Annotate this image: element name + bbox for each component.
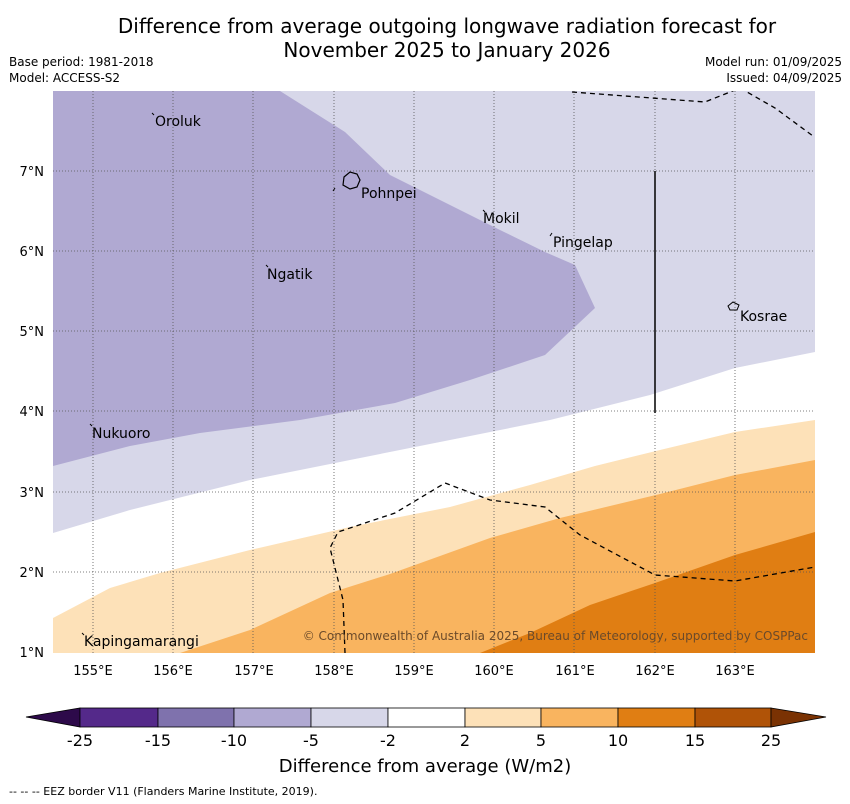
lon-tick: 158°E	[314, 664, 354, 679]
colorbar-label: 25	[761, 731, 781, 750]
lon-tick: 160°E	[474, 664, 514, 679]
lat-tick: 5°N	[20, 325, 45, 340]
eez-footnote: -- -- -- EEZ border V11 (Flanders Marine…	[9, 785, 318, 798]
colorbar-label: -5	[303, 731, 319, 750]
lon-tick: 157°E	[234, 664, 274, 679]
colorbar-swatch	[387, 707, 466, 728]
colorbar-extend-high	[770, 707, 827, 728]
place-kosrae: Kosrae	[740, 309, 787, 325]
colorbar-label: 5	[536, 731, 546, 750]
longitude-labels: 155°E 156°E 157°E 158°E 159°E 160°E 161°…	[73, 664, 755, 679]
place-pohnpei: Pohnpei	[361, 186, 417, 202]
colorbar-swatch	[540, 707, 619, 728]
lat-tick: 3°N	[20, 486, 45, 501]
colorbar-swatch	[157, 707, 235, 728]
model-run-text: Model run: 01/09/2025	[704, 55, 842, 69]
colorbar-extend-low	[25, 707, 81, 728]
place-kapingamarangi: Kapingamarangi	[84, 634, 199, 650]
graticule	[53, 91, 815, 653]
colorbar-swatch	[617, 707, 696, 728]
atoll-marks	[81, 112, 553, 636]
place-labels: Oroluk Pohnpei Mokil Pingelap Ngatik Kos…	[84, 114, 787, 650]
meta-right: Model run: 01/09/2025 Issued: 04/09/2025	[705, 54, 842, 86]
lat-tick: 2°N	[20, 566, 45, 581]
pohnpei-island	[342, 171, 361, 190]
colorbar-swatch	[694, 707, 772, 728]
ant-atoll-mark	[332, 187, 336, 192]
place-nukuoro: Nukuoro	[92, 426, 150, 442]
colorbar-swatch	[464, 707, 542, 728]
colorbar	[25, 707, 827, 728]
base-period-text: Base period: 1981-2018	[9, 55, 154, 69]
lon-tick: 161°E	[555, 664, 595, 679]
contour-10-to-15	[480, 532, 815, 653]
colorbar-labels: -25 -15 -10 -5 -2 2 5 10 15 25	[67, 731, 781, 750]
lon-tick: 159°E	[394, 664, 434, 679]
colorbar-label: -2	[380, 731, 396, 750]
colorbar-label: -25	[67, 731, 93, 750]
copyright-notice: © Commonwealth of Australia 2025, Bureau…	[303, 629, 808, 643]
lat-tick: 4°N	[20, 405, 45, 420]
colorbar-label: 2	[460, 731, 470, 750]
title-line-2: November 2025 to January 2026	[283, 38, 611, 62]
kosrae-island	[727, 301, 740, 311]
lon-tick: 155°E	[73, 664, 113, 679]
colorbar-title: Difference from average (W/m2)	[279, 756, 571, 777]
place-oroluk: Oroluk	[155, 114, 202, 130]
colorbar-swatch	[310, 707, 389, 728]
title-line-1: Difference from average outgoing longwav…	[117, 14, 777, 38]
model-text: Model: ACCESS-S2	[9, 71, 121, 85]
lon-tick: 162°E	[635, 664, 675, 679]
meta-left: Base period: 1981-2018 Model: ACCESS-S2	[9, 54, 154, 86]
colorbar-label: 15	[685, 731, 705, 750]
lat-tick: 1°N	[20, 646, 45, 661]
lat-tick: 7°N	[20, 165, 45, 180]
colorbar-label: -15	[145, 731, 171, 750]
colorbar-swatch	[79, 707, 159, 728]
place-mokil: Mokil	[483, 211, 520, 227]
place-ngatik: Ngatik	[267, 267, 313, 283]
colorbar-label: 10	[608, 731, 628, 750]
issued-text: Issued: 04/09/2025	[726, 71, 842, 85]
place-pingelap: Pingelap	[553, 235, 613, 251]
chart-title: Difference from average outgoing longwav…	[0, 14, 850, 62]
lat-tick: 6°N	[20, 245, 45, 260]
eez-borders	[329, 91, 815, 653]
colorbar-label: -10	[221, 731, 247, 750]
lon-tick: 163°E	[715, 664, 755, 679]
latitude-labels: 7°N 6°N 5°N 4°N 3°N 2°N 1°N	[20, 165, 45, 661]
colorbar-swatch	[233, 707, 312, 728]
contour-minus-5-to-minus-10	[53, 91, 595, 466]
map-plot: Oroluk Pohnpei Mokil Pingelap Ngatik Kos…	[53, 91, 815, 653]
lon-tick: 156°E	[153, 664, 193, 679]
